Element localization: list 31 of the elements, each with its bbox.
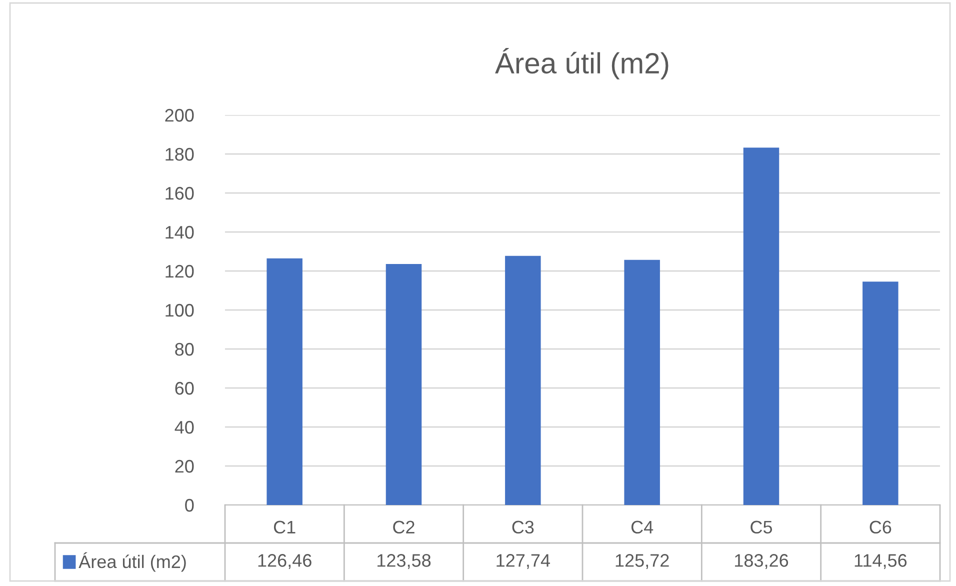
chart-title: Área útil (m2) [495, 48, 668, 80]
y-tick-label: 20 [175, 460, 194, 473]
legend-label: Área útil (m2) [78, 552, 186, 572]
y-tick-label: 200 [165, 108, 194, 122]
x-tick-label: C2 [393, 520, 414, 534]
x-tick-label: C5 [750, 520, 772, 534]
x-tick-label: C6 [870, 520, 892, 534]
data-label: 183,26 [735, 554, 788, 569]
x-tick-label: C3 [512, 520, 534, 534]
data-label: 125,72 [616, 554, 669, 569]
bar [862, 282, 898, 505]
y-tick-label: 40 [174, 420, 194, 434]
x-tick-label: C1 [274, 520, 296, 534]
data-label: 126,46 [258, 554, 312, 569]
y-tick-label: 140 [166, 226, 194, 239]
x-tick-label: C4 [631, 520, 654, 534]
data-label: 123,58 [378, 554, 431, 569]
y-tick-label: 180 [166, 148, 194, 161]
y-tick-label: 60 [175, 382, 194, 395]
bar [386, 264, 422, 505]
data-label: 114,56 [854, 554, 907, 569]
y-tick-label: 80 [175, 342, 194, 356]
y-tick-label: 100 [166, 304, 194, 317]
bar [266, 258, 302, 505]
y-tick-label: 160 [166, 186, 194, 200]
bar [743, 148, 780, 505]
y-tick-label: 0 [185, 498, 194, 512]
data-label: 127,74 [496, 554, 550, 569]
bar [505, 256, 541, 505]
bar [624, 260, 660, 505]
y-tick-label: 120 [166, 264, 194, 278]
